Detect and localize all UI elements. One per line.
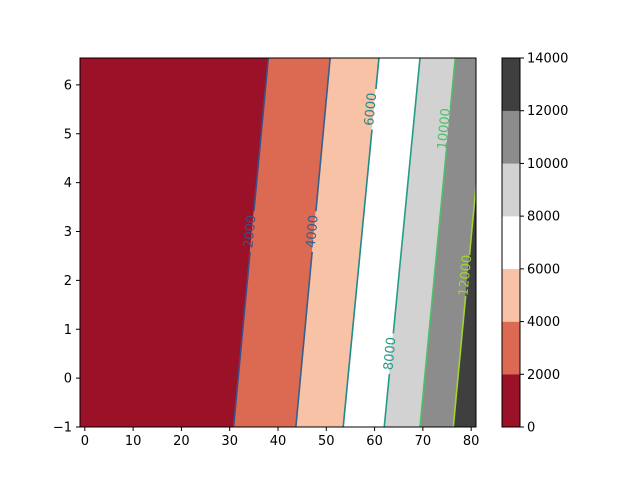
y-tick-label: 0 (64, 372, 72, 387)
colorbar-tick-label: 4000 (527, 315, 560, 330)
y-tick-label: 1 (64, 323, 72, 338)
colorbar-cell-2000 (501, 321, 521, 375)
x-tick-label: 30 (221, 434, 238, 449)
contour-line-4000-seg0 (295, 251, 313, 427)
colorbar-cell-0 (501, 374, 521, 428)
colorbar-tick-label: 0 (527, 421, 535, 436)
x-tick-label: 80 (463, 434, 480, 449)
y-tick-label: 4 (64, 176, 72, 191)
colorbar-ticks: 0 2000 4000 6000 8000 10000 12000 14000 (520, 52, 568, 436)
colorbar-tick-label: 14000 (527, 52, 568, 67)
colorbar-frame (501, 57, 521, 428)
y-axis: −1 0 1 2 3 4 5 6 (53, 78, 80, 436)
contour-label-12000: 12000 (456, 254, 475, 297)
x-axis: 0 10 20 30 40 50 60 70 80 (81, 427, 480, 449)
y-tick-label: 2 (64, 274, 72, 289)
x-tick-label: 40 (270, 434, 287, 449)
band-0-2000 (80, 58, 269, 427)
contour-line-6000-seg1 (375, 58, 380, 90)
contour-labels: 2000 4000 6000 8000 10000 12000 (241, 92, 475, 371)
colorbar-tick-label: 6000 (527, 262, 560, 277)
colorbar-cell-4000 (501, 268, 521, 322)
filled-bands (80, 58, 476, 427)
x-tick-label: 70 (415, 434, 432, 449)
contour-line-8000-seg0 (383, 373, 391, 427)
contour-line-10000-seg1 (449, 58, 457, 109)
x-tick-label: 20 (173, 434, 190, 449)
x-tick-label: 50 (318, 434, 335, 449)
contour-line-6000-seg0 (342, 129, 373, 427)
contour-label-2000: 2000 (241, 214, 259, 248)
colorbar-cell-8000 (501, 163, 521, 217)
contour-line-2000-seg0 (232, 251, 251, 427)
contour-line-12000-seg0 (452, 295, 467, 427)
contour-line-12000-seg1 (468, 177, 476, 256)
y-tick-label: 5 (64, 127, 72, 142)
colorbar-cell-10000 (501, 110, 521, 164)
y-tick-label: 6 (64, 78, 72, 93)
y-tick-label: 3 (64, 225, 72, 240)
colorbar: 0 2000 4000 6000 8000 10000 12000 14000 (501, 52, 568, 436)
colorbar-cell-6000 (501, 215, 521, 270)
plot-area: 2000 4000 6000 8000 10000 12000 (79, 57, 477, 428)
colorbar-cell-12000 (501, 57, 521, 111)
contour-line-8000-seg1 (392, 58, 421, 334)
contour-label-6000: 6000 (362, 92, 380, 126)
colorbar-tick-label: 10000 (527, 157, 568, 172)
contour-line-10000-seg0 (419, 149, 448, 427)
x-tick-label: 60 (366, 434, 383, 449)
contour-lines (232, 58, 476, 427)
contour-line-2000-seg1 (253, 58, 270, 212)
colorbar-tick-label: 2000 (527, 368, 560, 383)
contour-line-4000-seg1 (315, 58, 331, 212)
colorbar-cells (501, 57, 521, 428)
y-tick-label: −1 (53, 421, 72, 436)
contour-label-8000: 8000 (381, 336, 399, 370)
x-tick-label: 10 (125, 434, 142, 449)
x-tick-label: 0 (81, 434, 89, 449)
contour-label-10000: 10000 (435, 108, 454, 151)
contour-label-4000: 4000 (304, 214, 322, 248)
colorbar-tick-label: 12000 (527, 104, 568, 119)
colorbar-tick-label: 8000 (527, 210, 560, 225)
